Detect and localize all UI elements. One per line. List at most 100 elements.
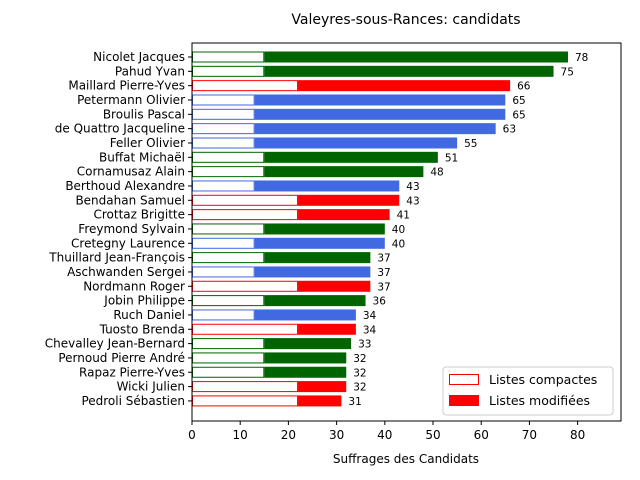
value-label: 31 — [348, 396, 361, 408]
value-label: 36 — [373, 296, 387, 308]
category-label: Pernoud Pierre André — [58, 351, 185, 365]
value-label: 37 — [377, 253, 390, 265]
category-label: Nordmann Roger — [83, 279, 185, 293]
bar-compact — [192, 80, 299, 92]
category-label: Maillard Pierre-Yves — [68, 79, 185, 93]
bar-compact — [192, 209, 299, 221]
bar-compact — [192, 223, 265, 235]
legend-swatch — [449, 395, 479, 406]
category-label: Pedroli Sébastien — [81, 394, 185, 408]
value-label: 40 — [392, 224, 405, 236]
value-label: 34 — [363, 310, 377, 322]
x-tick-label: 60 — [474, 428, 489, 442]
value-label: 32 — [353, 353, 366, 365]
x-tick-label: 20 — [281, 428, 296, 442]
bar-compact — [192, 151, 265, 163]
value-label: 43 — [406, 195, 419, 207]
legend: Listes compactes Listes modifiées — [442, 366, 614, 416]
bar-modified — [264, 338, 352, 350]
category-label: Buffat Michaël — [99, 150, 185, 164]
bar-compact — [192, 352, 265, 364]
x-tick-label: 80 — [570, 428, 585, 442]
bar-compact — [192, 123, 255, 135]
legend-box — [442, 366, 614, 416]
value-label: 37 — [377, 281, 390, 293]
bar-modified — [264, 252, 371, 264]
bar-modified — [264, 51, 568, 63]
bar-compact — [192, 323, 299, 335]
bar-modified — [254, 94, 506, 106]
bar-modified — [264, 65, 554, 77]
bar-compact — [192, 194, 299, 206]
bar-compact — [192, 381, 299, 393]
x-tick-label: 70 — [522, 428, 537, 442]
chart-title: Valeyres-sous-Rances: candidats — [291, 12, 520, 28]
bar-modified — [254, 237, 385, 249]
category-label: Petermann Olivier — [77, 93, 185, 107]
category-label: Nicolet Jacques — [93, 50, 185, 64]
category-label: Wicki Julien — [117, 380, 185, 394]
bar-modified — [264, 295, 366, 307]
bar-modified — [298, 395, 342, 407]
category-label: Aschwanden Sergei — [67, 265, 185, 279]
legend-swatch — [449, 374, 479, 385]
value-label: 40 — [392, 238, 405, 250]
bar-compact — [192, 309, 255, 321]
value-label: 66 — [517, 81, 531, 93]
category-label: Thuillard Jean-François — [48, 251, 185, 265]
value-label: 41 — [397, 210, 410, 222]
bar-modified — [298, 381, 347, 393]
bar-compact — [192, 295, 265, 307]
bar-modified — [298, 323, 356, 335]
value-label: 63 — [503, 124, 516, 136]
bar-modified — [254, 309, 356, 321]
bar-modified — [254, 137, 458, 149]
value-label: 37 — [377, 267, 390, 279]
bar-compact — [192, 338, 265, 350]
bar-compact — [192, 166, 265, 178]
category-label: Broulis Pascal — [103, 107, 185, 121]
bar-modified — [298, 209, 390, 221]
category-label: Tuosto Brenda — [99, 322, 185, 336]
value-label: 78 — [575, 52, 588, 64]
bar-compact — [192, 280, 299, 292]
bar-compact — [192, 108, 255, 120]
category-label: Berthoud Alexandre — [65, 179, 185, 193]
value-label: 43 — [406, 181, 419, 193]
bar-compact — [192, 266, 255, 278]
category-label: Ruch Daniel — [113, 308, 185, 322]
bar-modified — [298, 80, 511, 92]
plot-frame — [191, 42, 622, 422]
bar-modified — [264, 352, 347, 364]
x-tick-label: 50 — [425, 428, 440, 442]
category-label: Chevalley Jean-Bernard — [45, 337, 185, 351]
value-label: 33 — [358, 339, 371, 351]
category-label: Pahud Yvan — [115, 64, 185, 78]
bar-modified — [254, 108, 506, 120]
bar-compact — [192, 395, 299, 407]
bar-compact — [192, 137, 255, 149]
bar-compact — [192, 51, 265, 63]
category-label: Crottaz Brigitte — [93, 208, 185, 222]
value-label: 55 — [464, 138, 477, 150]
bar-modified — [264, 366, 347, 378]
bar-compact — [192, 237, 255, 249]
bar-modified — [264, 223, 385, 235]
x-tick-label: 40 — [377, 428, 392, 442]
category-label: Jobin Philippe — [103, 294, 185, 308]
x-tick-label: 10 — [233, 428, 248, 442]
category-label: Rapaz Pierre-Yves — [79, 365, 185, 379]
bar-modified — [254, 266, 371, 278]
value-labels: 7875666565635551484343414040373737363434… — [348, 52, 588, 408]
value-label: 65 — [512, 95, 525, 107]
value-label: 75 — [561, 66, 574, 78]
bar-modified — [254, 123, 496, 135]
legend-label: Listes compactes — [489, 372, 597, 387]
value-label: 65 — [512, 109, 525, 121]
category-label: Cornamusaz Alain — [77, 165, 185, 179]
bar-compact — [192, 252, 265, 264]
value-label: 34 — [363, 324, 377, 336]
bar-modified — [298, 194, 400, 206]
